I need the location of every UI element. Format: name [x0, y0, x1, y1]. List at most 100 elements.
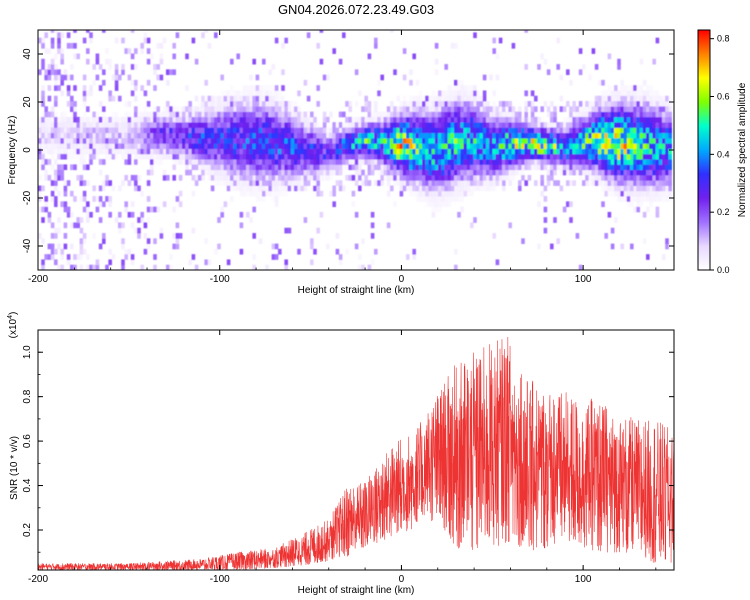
spectrogram-cell [201, 32, 205, 39]
spectrogram-cell [303, 174, 308, 181]
spectrogram-cell [268, 153, 272, 160]
spectrogram-cell [630, 127, 634, 134]
spectrogram-cell [447, 85, 452, 91]
spectrogram-cell [498, 101, 503, 107]
spectrogram-cell [662, 143, 666, 149]
spectrogram-cell [390, 101, 394, 107]
spectrogram-cell [306, 174, 311, 181]
spectrogram-cell [630, 132, 634, 139]
spectrogram-cell [598, 143, 602, 149]
spectrogram-cell [642, 153, 647, 160]
spectrogram-cell [175, 138, 180, 144]
spectrogram-cell [348, 143, 352, 149]
spectrogram-cell [194, 111, 199, 118]
spectrogram-cell [44, 74, 48, 81]
spectrogram-cell [543, 101, 548, 107]
spectrogram-cell [89, 122, 93, 128]
spectrogram-cell [41, 206, 45, 213]
spectrogram-cell [598, 106, 602, 112]
spectrogram-cell [489, 174, 493, 181]
spectrogram-cell [492, 37, 496, 44]
spectrogram-cell [130, 211, 135, 218]
spectrogram-cell [575, 116, 580, 123]
spectrogram-cell [108, 259, 112, 266]
spectrogram-cell [217, 127, 221, 134]
spectrogram-cell [450, 106, 455, 112]
spectrogram-cell [482, 132, 487, 139]
spectrogram-cell [54, 30, 58, 33]
spectrogram-cell [271, 243, 276, 250]
spectrogram-cell [399, 190, 404, 197]
spectrogram-cell [194, 106, 199, 112]
spectrogram-cell [425, 190, 429, 197]
spectrogram-cell [303, 153, 308, 160]
spectrogram-cell [198, 159, 202, 165]
spectrogram-cell [636, 85, 640, 91]
spectrogram-cell [153, 111, 157, 118]
spectrogram-cell [662, 132, 666, 139]
spectrogram-cell [495, 111, 500, 118]
spectrogram-cell [44, 48, 48, 54]
spectrogram-cell [207, 148, 212, 155]
spectrogram-cell [223, 132, 228, 139]
spectrogram-cell [422, 169, 426, 176]
spectrogram-cell [450, 90, 455, 97]
spectrogram-cell [508, 127, 512, 134]
spectrogram-cell [242, 106, 247, 112]
spectrogram-cell [102, 148, 106, 155]
spectrogram-cell [556, 153, 560, 160]
spectrogram-cell [230, 196, 234, 202]
spectrogram-cell [294, 180, 298, 186]
spectrogram-cell [114, 37, 119, 44]
spectrogram-cell [610, 90, 615, 97]
spectrogram-cell [150, 116, 154, 123]
spectrogram-cell [207, 116, 212, 123]
spectrogram-cell [354, 169, 359, 176]
spectrogram-cell [322, 153, 327, 160]
spectrogram-cell [434, 116, 439, 123]
spectrogram-cell [137, 153, 141, 160]
spectrogram-cell [604, 127, 608, 134]
spectrogram-cell [134, 122, 138, 128]
spectrogram-cell [41, 264, 45, 270]
spectrogram-cell [617, 101, 621, 107]
spectrogram-cell [175, 222, 180, 229]
spectrogram-cell [201, 106, 205, 112]
spectrogram-cell [578, 116, 583, 123]
spectrogram-cell [633, 132, 637, 139]
spectrogram-cell [354, 69, 359, 76]
spectrogram-cell [92, 111, 96, 118]
spectrogram-cell [447, 190, 452, 197]
spectrogram-cell [447, 174, 452, 181]
spectrogram-cell [188, 127, 192, 134]
spectrogram-cell [73, 116, 77, 123]
spectrogram-cell [444, 116, 448, 123]
spectrogram-cell [76, 122, 80, 128]
spectrogram-cell [86, 30, 90, 33]
spectrogram-cell [668, 116, 672, 123]
spectrogram-cell [207, 169, 212, 176]
spectrogram-cell [332, 122, 336, 128]
spectrogram-cell [623, 95, 628, 102]
spectrogram-cell [646, 116, 650, 123]
spectrogram-cell [662, 101, 666, 107]
spectrogram-cell [118, 116, 122, 123]
spectrogram-cell [498, 180, 503, 186]
spectrogram-cell [153, 127, 157, 134]
spectrogram-cell [498, 138, 503, 144]
spectrogram-cell [226, 127, 231, 134]
spectrogram-cell [578, 138, 583, 144]
spectrogram-cell [342, 185, 346, 192]
spectrogram-cell [194, 148, 199, 155]
spectrogram-cell [153, 153, 157, 160]
spectrogram-cell [636, 116, 640, 123]
spectrogram-cell [188, 143, 192, 149]
spectrogram-cell [233, 132, 237, 139]
spectrogram-cell [230, 174, 234, 181]
spectrogram-cell [572, 111, 576, 118]
spectrogram-cell [38, 206, 42, 213]
spectrogram-cell [124, 111, 128, 118]
spectrogram-cell [626, 153, 631, 160]
spectrogram-cell [108, 148, 112, 155]
spectrogram-cell [70, 264, 74, 270]
